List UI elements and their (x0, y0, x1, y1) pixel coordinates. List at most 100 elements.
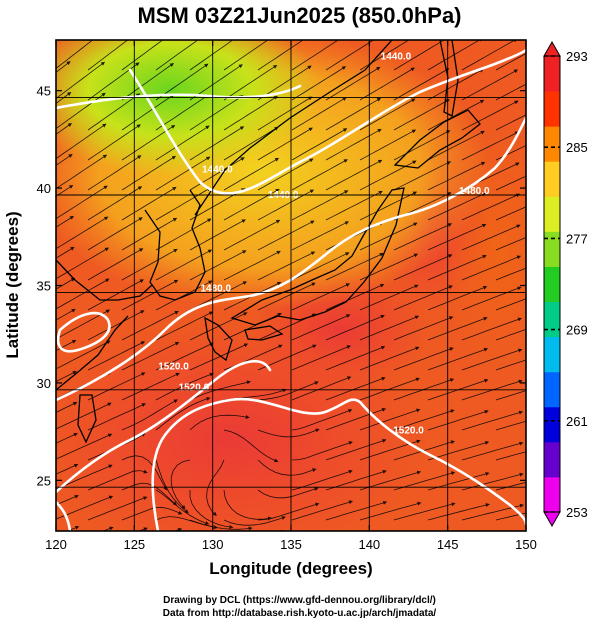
streamline (155, 311, 214, 341)
streamline (87, 155, 142, 191)
streamline (461, 193, 521, 221)
y-tick-label: 30 (37, 376, 51, 391)
streamline (325, 252, 384, 281)
contour-label: 1480.0 (459, 186, 490, 197)
streamline (359, 377, 420, 401)
streamline (564, 258, 599, 280)
streamline (224, 40, 225, 41)
streamline (223, 429, 279, 463)
streamline (121, 217, 178, 251)
streamline (121, 455, 168, 491)
streamline (394, 566, 455, 580)
streamline (56, 402, 112, 430)
streamline (56, 495, 114, 520)
streamline (325, 190, 383, 221)
streamline (189, 250, 247, 281)
streamline (427, 223, 487, 251)
streamline (461, 286, 522, 311)
streamline (291, 500, 353, 521)
colorbar-segment (544, 126, 560, 162)
streamline (427, 316, 488, 341)
streamline (87, 372, 146, 401)
colorbar-segment (544, 91, 560, 127)
coast-taiwan (77, 394, 97, 444)
streamline (393, 254, 453, 281)
streamline (155, 156, 211, 191)
streamline (461, 441, 524, 461)
coast-korea (144, 189, 206, 301)
streamline (56, 277, 76, 290)
y-tick-label: 35 (37, 279, 51, 294)
streamline (87, 496, 148, 521)
streamline (291, 283, 351, 311)
x-tick-label: 130 (202, 537, 224, 552)
streamline (56, 463, 79, 475)
streamline (495, 237, 526, 251)
streamline (257, 487, 319, 499)
streamline (461, 69, 519, 101)
coast-honshu (230, 187, 405, 326)
streamline (87, 186, 143, 221)
contour-label: 1440.0 (381, 51, 412, 62)
streamline (189, 490, 234, 529)
streamline (291, 441, 353, 461)
streamline (564, 72, 599, 100)
streamline (155, 187, 211, 221)
streamline (155, 489, 210, 525)
streamline (56, 371, 77, 383)
streamline (257, 127, 313, 161)
streamline (87, 469, 148, 491)
streamline (461, 131, 520, 161)
streamline (325, 128, 382, 161)
streamline (461, 100, 519, 131)
chart-title: MSM 03Z21Jun2025 (850.0hPa) (137, 3, 462, 28)
streamline (564, 289, 599, 310)
streamline (462, 40, 463, 41)
streamline (495, 206, 526, 221)
streamline (393, 285, 453, 311)
streamline (393, 502, 456, 521)
x-tick-label: 135 (280, 537, 302, 552)
streamline (87, 217, 143, 251)
contour-label: 1440.0 (202, 164, 233, 175)
coastlines (56, 40, 481, 444)
streamline (461, 40, 518, 71)
colorbar-segment (544, 56, 560, 92)
streamline (155, 94, 210, 131)
streamline (280, 529, 285, 531)
streamline (564, 476, 599, 490)
streamline (461, 410, 524, 431)
coast-china (56, 259, 153, 391)
colorbar-tick-label: 277 (566, 231, 588, 246)
contour-1520-south (151, 397, 526, 531)
streamline (56, 184, 74, 197)
streamline (394, 40, 395, 41)
streamline (564, 570, 599, 581)
streamline (87, 124, 141, 161)
streamline (325, 159, 383, 191)
streamline (325, 500, 388, 521)
streamline (87, 248, 144, 281)
streamline (88, 559, 148, 580)
contour-1440-ridge (128, 48, 526, 195)
streamline (121, 399, 178, 431)
coast-kyushu (204, 316, 233, 362)
streamline (530, 538, 592, 550)
x-tick-label: 150 (515, 537, 537, 552)
streamline (291, 252, 350, 281)
streamline (54, 0, 103, 40)
streamline (360, 40, 361, 41)
streamline (428, 567, 490, 581)
streamline (257, 381, 319, 401)
streamline (427, 254, 487, 281)
streamline (189, 519, 253, 531)
streamline (564, 383, 599, 400)
streamline (393, 40, 449, 71)
streamline (564, 352, 599, 370)
streamline (427, 130, 485, 161)
streamline (56, 494, 79, 506)
streamline (56, 185, 108, 220)
colorbar-tick-label: 293 (566, 49, 588, 64)
streamline (56, 153, 73, 166)
cool-region-northwest (56, 40, 320, 175)
